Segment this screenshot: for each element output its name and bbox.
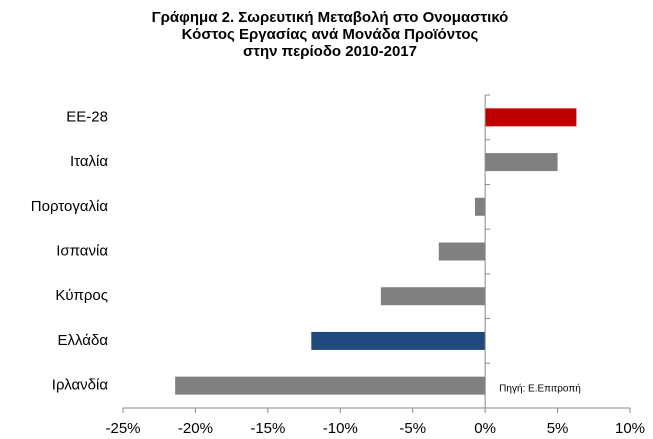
bar xyxy=(311,331,486,350)
bar xyxy=(485,108,577,127)
y-tick-label: Ιρλανδία xyxy=(52,377,109,394)
x-tick-label: 0% xyxy=(474,420,496,437)
bar xyxy=(485,153,558,172)
y-tick-label: Ιταλία xyxy=(70,153,108,170)
y-tick-label: ΕΕ-28 xyxy=(66,108,108,125)
bar xyxy=(475,197,486,216)
x-tick-label: 5% xyxy=(547,420,569,437)
y-tick-label: Ισπανία xyxy=(56,242,108,259)
x-tick-label: -25% xyxy=(105,420,140,437)
y-tick-label: Πορτογαλία xyxy=(31,198,109,215)
y-tick-label: Κύπρος xyxy=(55,287,108,304)
y-tick-label: Ελλάδα xyxy=(58,332,109,349)
x-tick-label: -20% xyxy=(178,420,213,437)
x-tick-label: -10% xyxy=(323,420,358,437)
bar xyxy=(438,242,486,261)
source-note: Πηγή: Ε.Επιτροπή xyxy=(499,383,581,395)
chart-title: στην περίοδο 2010-2017 xyxy=(243,43,417,60)
chart-title: Γράφημα 2. Σωρευτική Μεταβολή στο Ονομασ… xyxy=(152,9,509,26)
bar xyxy=(380,287,486,306)
x-tick-label: 10% xyxy=(615,420,645,437)
x-tick-label: -15% xyxy=(250,420,285,437)
bar xyxy=(175,376,486,395)
x-tick-label: -5% xyxy=(399,420,426,437)
chart-title: Κόστος Εργασίας ανά Μονάδα Προϊόντος xyxy=(182,26,479,43)
